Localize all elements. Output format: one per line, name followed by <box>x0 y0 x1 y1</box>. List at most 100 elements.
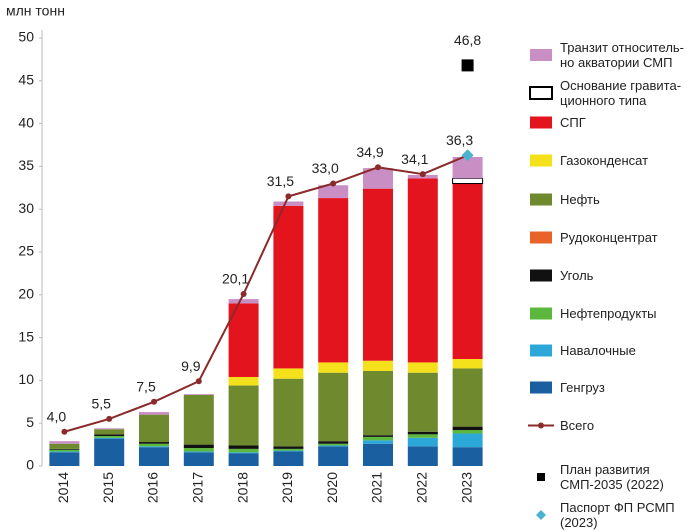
x-tick-label: 2015 <box>100 472 116 503</box>
value-label: 34,9 <box>356 144 383 160</box>
legend-label: СПГ <box>560 115 586 130</box>
x-tick-label: 2019 <box>279 472 295 503</box>
total-marker <box>151 398 157 405</box>
value-label: 9,9 <box>181 358 201 374</box>
value-label: 4,0 <box>47 408 67 424</box>
legend-swatch <box>529 86 553 100</box>
x-tick-label: 2020 <box>324 472 340 503</box>
legend-swatch <box>530 116 552 129</box>
legend-swatch <box>538 422 544 429</box>
x-tick-label: 2022 <box>414 472 430 503</box>
bar-segment <box>318 185 349 199</box>
bar-segment <box>49 443 80 449</box>
total-marker <box>330 180 337 187</box>
value-label: 34,1 <box>401 151 428 167</box>
bar-segment <box>183 448 214 452</box>
legend-label: Навалочные <box>560 343 636 358</box>
y-tick-label: 35 <box>18 157 34 173</box>
bar-segment <box>407 178 438 363</box>
bar-segment <box>49 448 80 450</box>
legend-label: Нефть <box>560 192 600 207</box>
legend-label: Паспорт ФП РСМП (2023) <box>560 500 675 530</box>
bar-segment <box>363 436 393 441</box>
y-axis-label: млн тонн <box>6 3 65 19</box>
total-marker <box>285 193 292 200</box>
bar-segment <box>49 449 80 452</box>
bar-segment <box>452 426 483 431</box>
bar-segment <box>273 450 304 452</box>
bar-segment <box>407 431 438 435</box>
bar-segment <box>183 394 214 445</box>
y-tick-label: 10 <box>18 371 34 387</box>
legend-label: Всего <box>560 418 595 433</box>
bar-segment <box>407 372 438 432</box>
bar-segment <box>363 370 393 436</box>
y-tick-label: 15 <box>18 328 34 344</box>
x-tick-label: 2023 <box>458 472 474 503</box>
x-tick-label: 2016 <box>145 472 161 503</box>
bar-segment <box>94 437 125 439</box>
bar-segment <box>363 168 393 189</box>
legend-label: Транзит относитель- но акватории СМП <box>560 40 685 70</box>
bar-segment <box>273 368 304 379</box>
bar-segment <box>452 447 483 466</box>
value-label: 31,5 <box>267 173 294 189</box>
plan-marker <box>461 59 474 72</box>
total-marker <box>375 164 381 171</box>
x-tick-label: 2021 <box>369 472 385 503</box>
bar-segment <box>318 198 349 363</box>
bar-segment <box>407 437 438 447</box>
x-tick-label: 2017 <box>190 472 206 503</box>
bar-segment <box>452 183 483 359</box>
bar-segment <box>94 434 125 437</box>
bar-segment <box>139 446 169 448</box>
bar-segment <box>318 446 349 466</box>
legend-swatch <box>537 473 545 481</box>
bar-segment <box>452 156 483 179</box>
y-tick-label: 5 <box>26 414 34 430</box>
bar-segment <box>139 447 169 466</box>
y-tick-label: 30 <box>18 200 34 216</box>
y-tick-label: 50 <box>18 29 34 45</box>
bar-segment <box>452 177 484 185</box>
bar-segment <box>407 434 438 438</box>
bar-segment <box>407 362 438 373</box>
bar-segment <box>452 430 483 434</box>
legend-swatch <box>530 344 552 357</box>
legend-swatch <box>530 231 552 244</box>
bar-segment <box>318 372 349 442</box>
value-label: 46,8 <box>454 32 481 48</box>
bar-segment <box>318 445 349 447</box>
bar-segment <box>273 201 304 206</box>
bar-segment <box>318 362 349 373</box>
legend-label: Уголь <box>560 268 594 283</box>
bar-segment <box>363 188 393 361</box>
bar-segment <box>183 452 214 466</box>
value-label: 5,5 <box>91 396 111 412</box>
legend-swatch <box>530 193 552 206</box>
bar-segment <box>94 428 125 430</box>
value-label: 20,1 <box>222 271 249 287</box>
y-tick-label: 40 <box>18 114 34 130</box>
bar-segment <box>363 443 393 466</box>
bar-segment <box>94 438 125 466</box>
bar-segment <box>139 442 169 444</box>
legend-label: Рудоконцентрат <box>560 230 658 245</box>
legend-swatch <box>530 269 552 282</box>
legend-label: Нефтепродукты <box>560 306 657 321</box>
legend-swatch <box>530 307 552 320</box>
legend-label: Генгруз <box>560 380 605 395</box>
bar-segment <box>183 451 214 453</box>
bar-segment <box>183 444 214 449</box>
bar-segment <box>452 433 483 448</box>
value-label: 33,0 <box>312 160 339 176</box>
legend-label: Основание гравита- ционного типа <box>560 78 682 108</box>
legend-swatch <box>530 154 552 167</box>
total-marker <box>106 415 113 422</box>
bar-segment <box>49 441 80 444</box>
bar-segment <box>139 443 169 447</box>
bar-segment <box>273 448 304 451</box>
value-label: 7,5 <box>136 379 156 395</box>
